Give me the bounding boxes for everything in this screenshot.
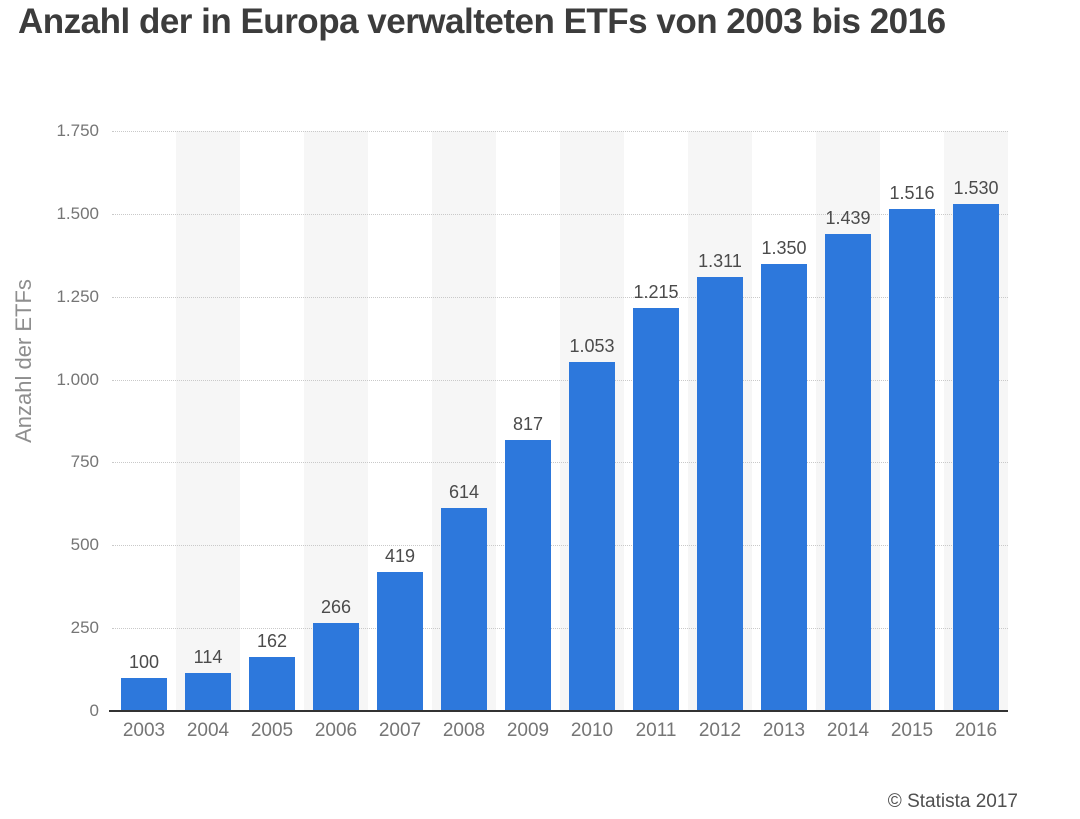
bar-2008 [441, 507, 487, 711]
x-axis-line [109, 710, 1008, 712]
y-tick-label-750: 750 [70, 452, 99, 472]
y-tick-label-1.250: 1.250 [56, 286, 99, 306]
x-tick-label-2014: 2014 [826, 720, 870, 741]
bar-value-label-2010: 1.053 [569, 336, 615, 357]
column-band-2004 [176, 131, 240, 711]
column-band-2006 [304, 131, 368, 711]
bar-value-label-2011: 1.215 [633, 282, 679, 303]
bar-2009 [505, 440, 551, 711]
x-tick-label-2008: 2008 [442, 720, 486, 741]
y-axis-tick-labels: 0 250 500 750 1.000 1.250 1.500 1.750 [0, 122, 99, 720]
bar-value-label-2009: 817 [512, 414, 544, 435]
x-tick-label-2015: 2015 [890, 720, 934, 741]
y-tick-label-1.500: 1.500 [56, 203, 99, 223]
bar-value-label-2015: 1.516 [889, 182, 935, 203]
bar-2012 [697, 276, 743, 711]
bar-2014 [825, 234, 871, 711]
gridline-1.500 [112, 213, 1008, 215]
x-tick-label-2007: 2007 [378, 720, 422, 741]
bar-2016 [953, 203, 999, 711]
gridline-1.250 [112, 296, 1008, 298]
bar-value-label-2014: 1.439 [825, 208, 871, 229]
x-tick-label-2013: 2013 [762, 720, 806, 741]
bar-value-label-2006: 266 [320, 596, 352, 617]
gridline-750 [112, 462, 1008, 464]
statista-credit: © Statista 2017 [887, 791, 1018, 812]
y-tick-label-500: 500 [70, 535, 99, 555]
x-tick-label-2011: 2011 [635, 720, 677, 741]
gridline-1.750 [112, 131, 1008, 132]
bar-value-label-2012: 1.311 [698, 250, 742, 271]
x-tick-label-2003: 2003 [122, 720, 166, 741]
x-tick-label-2005: 2005 [250, 720, 294, 741]
x-tick-label-2012: 2012 [698, 720, 742, 741]
bar-2010 [569, 362, 615, 711]
bar-value-label-2005: 162 [256, 631, 288, 652]
bar-value-label-2007: 419 [384, 546, 416, 567]
bar-value-label-2008: 614 [448, 481, 480, 502]
bar-value-label-2003: 100 [128, 651, 160, 672]
y-tick-label-1.750: 1.750 [56, 121, 99, 140]
bar-2005 [249, 657, 295, 711]
bar-2004 [185, 673, 231, 711]
x-tick-label-2016: 2016 [954, 720, 998, 741]
bar-2015 [889, 208, 935, 711]
bar-2006 [313, 622, 359, 711]
bar-value-label-2013: 1.350 [761, 237, 807, 258]
x-tick-label-2004: 2004 [186, 720, 230, 741]
bar-value-label-2004: 114 [193, 647, 223, 668]
y-tick-label-1.000: 1.000 [56, 369, 99, 389]
x-tick-label-2009: 2009 [506, 720, 550, 741]
x-tick-label-2006: 2006 [314, 720, 358, 741]
y-tick-label-250: 250 [70, 618, 99, 638]
gridline-500 [112, 545, 1008, 547]
gridline-250 [112, 628, 1008, 630]
bar-2003 [121, 677, 167, 711]
bar-2013 [761, 263, 807, 711]
plot-area: 100 114 162 266 419 614 817 1.053 1.215 1.311 1.35… [112, 131, 1008, 711]
chart-title: Anzahl der in Europa verwalteten ETFs vo… [18, 2, 946, 41]
x-axis-tick-labels: 2003 2004 2005 2006 2007 2008 2009 2010 2011 2012… [112, 719, 1008, 743]
y-tick-label-0: 0 [89, 701, 99, 720]
gridline-1.000 [112, 379, 1008, 381]
bar-value-label-2016: 1.530 [953, 177, 999, 198]
bar-2011 [633, 308, 679, 711]
bar-2007 [377, 572, 423, 711]
x-tick-label-2010: 2010 [570, 720, 614, 741]
